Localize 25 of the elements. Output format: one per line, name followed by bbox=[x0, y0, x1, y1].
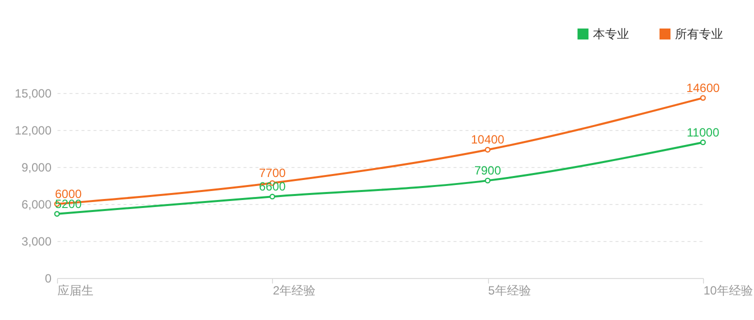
legend-label: 所有专业 bbox=[675, 27, 723, 41]
y-tick-label: 6,000 bbox=[21, 198, 52, 212]
point bbox=[700, 95, 706, 101]
data-label: 14600 bbox=[686, 80, 720, 95]
data-label: 6000 bbox=[55, 187, 82, 201]
point bbox=[484, 146, 491, 153]
x-tick-label: 5年经验 bbox=[488, 284, 531, 298]
y-tick-label: 3,000 bbox=[21, 234, 52, 248]
data-label: 7900 bbox=[474, 164, 502, 178]
x-tick-label: 2年经验 bbox=[272, 284, 316, 298]
point bbox=[484, 178, 491, 184]
y-tick-label: 12,000 bbox=[14, 124, 52, 138]
y-tick-label: 0 bbox=[44, 272, 52, 286]
y-tick-label: 9,000 bbox=[21, 160, 52, 174]
point bbox=[54, 211, 60, 217]
point bbox=[700, 140, 706, 146]
x-tick-label: 应届生 bbox=[58, 284, 94, 298]
legend-label: 本专业 bbox=[593, 27, 629, 41]
data-label: 7700 bbox=[258, 166, 286, 180]
point bbox=[269, 194, 276, 200]
data-label: 10400 bbox=[470, 132, 505, 147]
data-label: 11000 bbox=[686, 125, 720, 140]
x-tick-label: 10年经验 bbox=[704, 284, 753, 298]
y-tick-label: 15,000 bbox=[14, 86, 52, 100]
data-label: 6600 bbox=[258, 180, 286, 194]
